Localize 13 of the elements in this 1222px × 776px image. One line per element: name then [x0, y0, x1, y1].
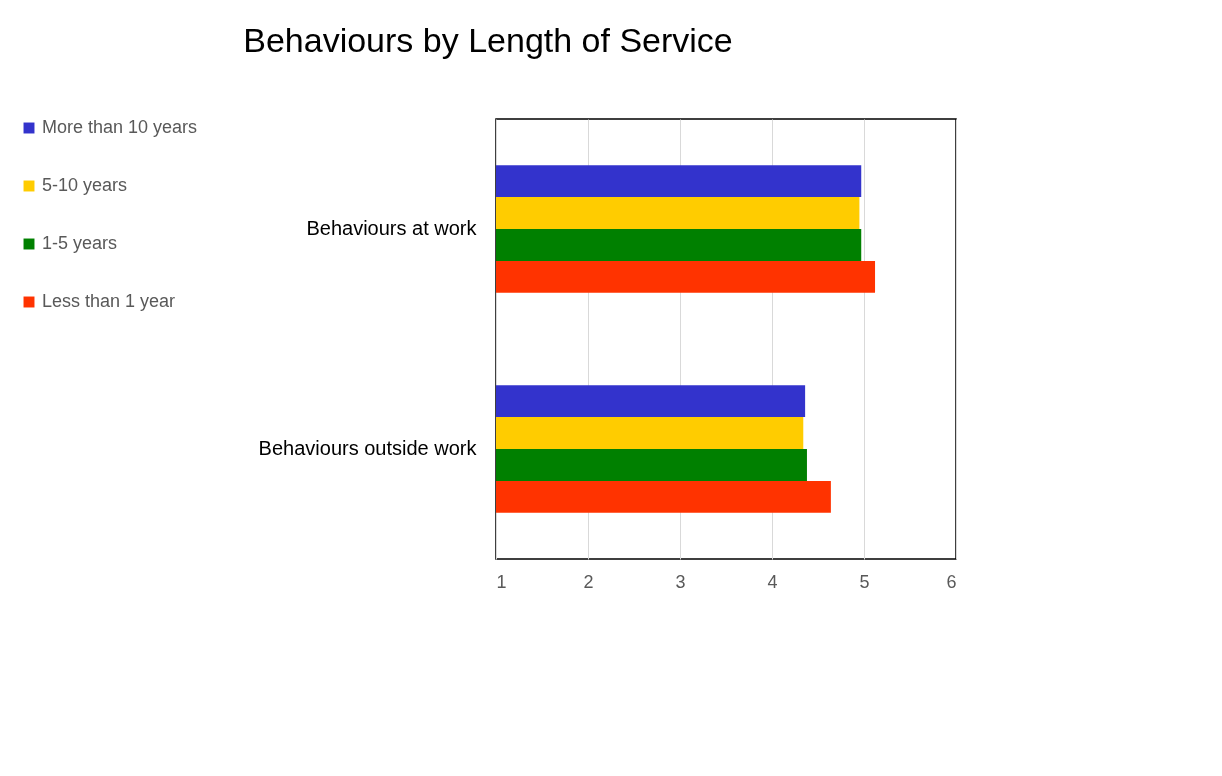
legend-label: More than 10 years: [42, 117, 198, 137]
legend-label: Less than 1 year: [42, 291, 176, 311]
x-tick-label: 4: [767, 571, 778, 592]
x-tick-label: 5: [859, 571, 870, 592]
x-tick-label: 2: [583, 571, 594, 592]
x-tick-label: 6: [946, 571, 957, 592]
legend-label: 1-5 years: [42, 233, 118, 253]
x-tick-label: 3: [675, 571, 686, 592]
y-tick-label: Behaviours at work: [306, 217, 478, 239]
y-tick-label: Behaviours outside work: [258, 437, 478, 459]
x-tick-label: 1: [496, 571, 507, 592]
chart-title: Behaviours by Length of Service: [243, 21, 733, 59]
legend-label: 5-10 years: [42, 175, 128, 195]
